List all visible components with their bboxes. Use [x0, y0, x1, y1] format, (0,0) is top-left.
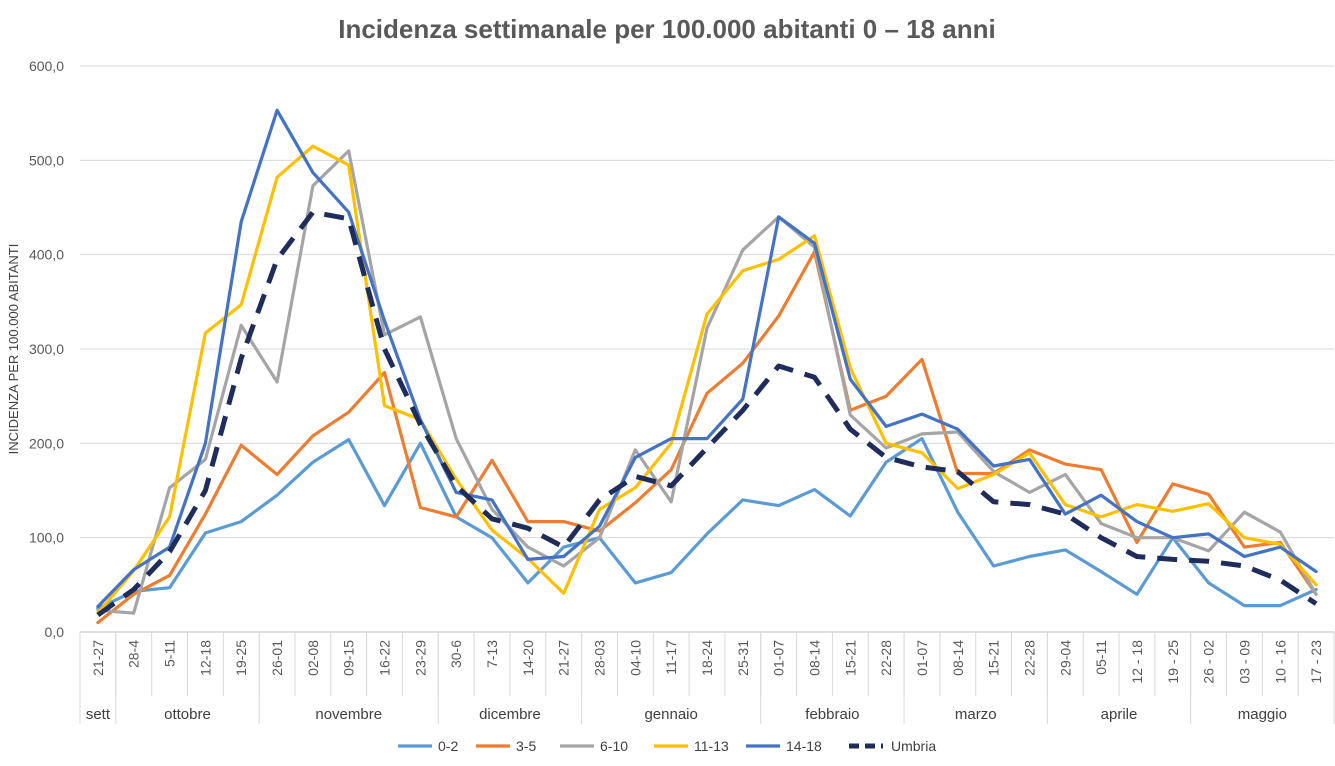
x-tick-label: 25-31: [735, 640, 751, 676]
series-line-umbria: [96, 209, 1318, 618]
x-tick-label: 23-29: [412, 640, 428, 676]
month-label: sett: [86, 706, 111, 723]
legend-label: 6-10: [600, 738, 628, 754]
x-tick-label: 02-08: [305, 640, 321, 676]
series-line-0-2: [96, 437, 1318, 611]
month-label: marzo: [955, 706, 997, 723]
month-label: aprile: [1101, 706, 1138, 723]
series-lines: [96, 108, 1318, 625]
x-tick-label: 19-25: [233, 640, 249, 676]
series-line-6-10: [96, 149, 1318, 615]
month-label: dicembre: [479, 706, 541, 723]
series-line-11-13: [96, 144, 1318, 615]
y-tick-label: 0,0: [45, 624, 65, 640]
x-tick-label: 7-13: [484, 640, 500, 668]
x-tick-label: 01-07: [914, 640, 930, 676]
x-tick-label: 21-27: [556, 640, 572, 676]
y-tick-label: 100,0: [29, 530, 64, 546]
x-tick-label: 09-15: [341, 640, 357, 676]
legend-label: 11-13: [694, 738, 729, 754]
y-tick-label: 200,0: [29, 435, 64, 451]
x-tick-label: 18-24: [699, 640, 715, 676]
x-tick-label: 30-6: [448, 640, 464, 668]
x-tick-label: 21-27: [90, 640, 106, 676]
gridlines: [80, 65, 1334, 633]
x-tick-label: 14-20: [520, 640, 536, 676]
month-label: novembre: [315, 706, 382, 723]
month-label: febbraio: [805, 706, 859, 723]
x-tick-label: 12-18: [197, 640, 213, 676]
x-tick-label: 28-4: [126, 640, 142, 668]
x-tick-label: 29-04: [1057, 640, 1073, 676]
x-tick-label: 22-28: [878, 640, 894, 676]
x-tick-label: 15-21: [842, 640, 858, 676]
month-label: ottobre: [164, 706, 211, 723]
x-tick-label: 11-17: [663, 640, 679, 675]
x-tick-label: 12 - 18: [1129, 640, 1145, 684]
x-tick-label: 08-14: [950, 640, 966, 676]
x-tick-label: 5-11: [162, 640, 178, 667]
month-label: maggio: [1238, 706, 1287, 723]
x-tick-label: 10 - 16: [1272, 640, 1288, 684]
x-tick-label: 26 - 02: [1201, 640, 1217, 684]
x-tick-label: 28-03: [592, 640, 608, 676]
x-tick-label: 15-21: [986, 640, 1002, 676]
x-tick-label: 26-01: [269, 640, 285, 676]
x-tick-label: 01-07: [771, 640, 787, 676]
x-tick-label: 16-22: [377, 640, 393, 676]
legend-label: 14-18: [786, 738, 822, 754]
month-label: gennaio: [644, 706, 697, 723]
x-tick-label: 22-28: [1021, 640, 1037, 676]
x-tick-label: 04-10: [627, 640, 643, 676]
legend-label: Umbria: [891, 738, 936, 754]
series-line-3-5: [96, 250, 1318, 625]
legend-label: 3-5: [516, 738, 536, 754]
legend: 0-2 3-5 6-10 11-13 14-18 Umbria: [398, 738, 936, 754]
x-tick-label: 08-14: [806, 640, 822, 676]
y-tick-label: 400,0: [29, 247, 64, 263]
x-tick-label: 19 - 25: [1165, 640, 1181, 684]
legend-label: 0-2: [438, 738, 458, 754]
x-tick-label: 03 - 09: [1236, 640, 1252, 684]
chart-title: Incidenza settimanale per 100.000 abitan…: [338, 14, 996, 44]
series-line-14-18: [96, 108, 1318, 609]
x-tick-label: 05-11: [1093, 640, 1109, 675]
x-tick-label: 17 - 23: [1308, 640, 1324, 684]
y-axis-label: INCIDENZA PER 100.000 ABITANTI: [6, 244, 21, 455]
y-tick-label: 300,0: [29, 341, 64, 357]
y-tick-label: 600,0: [29, 58, 64, 74]
y-axis-ticks: 0,0 100,0 200,0 300,0 400,0 500,0 600,0: [29, 58, 64, 640]
x-axis: 21-27 28-4 5-11 12-18 19-25 26-01 02-08 09-15 16…: [79, 632, 1335, 724]
y-tick-label: 500,0: [29, 152, 64, 168]
